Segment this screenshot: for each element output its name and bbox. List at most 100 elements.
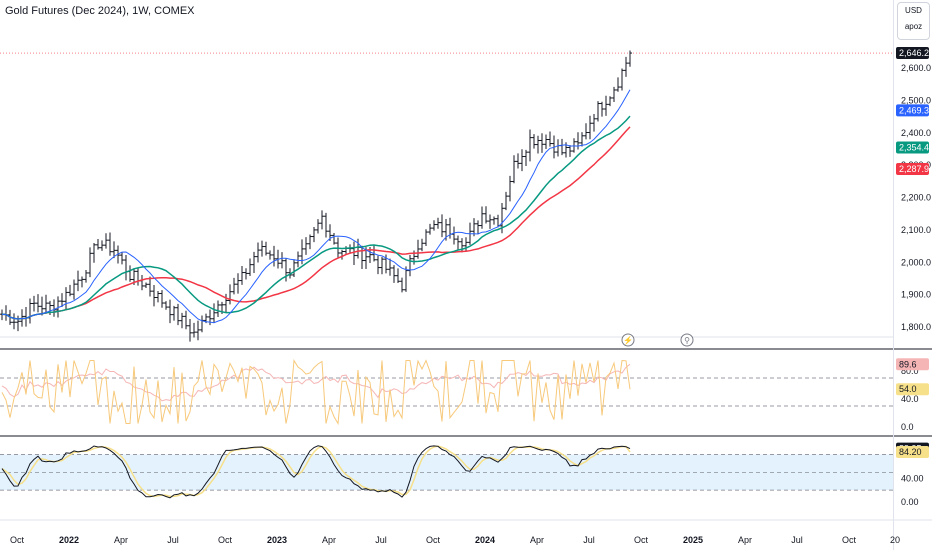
ohlc-bar[interactable] xyxy=(196,320,200,341)
ohlc-bar[interactable] xyxy=(540,133,544,153)
ohlc-bar[interactable] xyxy=(56,296,60,318)
ohlc-bar[interactable] xyxy=(424,229,428,247)
ohlc-bar[interactable] xyxy=(92,243,96,263)
ohlc-bar[interactable] xyxy=(144,282,148,289)
ohlc-bar[interactable] xyxy=(396,268,400,283)
ohlc-bar[interactable] xyxy=(120,252,124,265)
ohlc-bar[interactable] xyxy=(580,132,584,147)
currency-unit-button[interactable]: USD apoz xyxy=(897,2,930,40)
ohlc-bar[interactable] xyxy=(124,255,128,281)
ohlc-bar[interactable] xyxy=(624,56,628,77)
rsi-panel[interactable] xyxy=(0,358,893,426)
ohlc-bar[interactable] xyxy=(508,175,512,202)
ohlc-bar[interactable] xyxy=(620,68,624,91)
ohlc-bar[interactable] xyxy=(524,149,528,166)
ohlc-bar[interactable] xyxy=(428,223,432,235)
ohlc-bar[interactable] xyxy=(164,301,168,310)
ohlc-bar[interactable] xyxy=(280,252,284,269)
ohlc-bar[interactable] xyxy=(504,191,508,211)
ohlc-bar[interactable] xyxy=(548,131,552,147)
ohlc-bar[interactable] xyxy=(324,212,328,238)
ohlc-bar[interactable] xyxy=(320,210,324,230)
rsi-line-a[interactable] xyxy=(1,358,631,426)
ohlc-bar[interactable] xyxy=(628,50,632,67)
ohlc-bar[interactable] xyxy=(416,239,420,259)
ohlc-bar[interactable] xyxy=(240,265,244,285)
ohlc-bar[interactable] xyxy=(32,295,36,312)
ohlc-bar[interactable] xyxy=(252,251,256,273)
ohlc-bar[interactable] xyxy=(180,312,184,329)
ohlc-bar[interactable] xyxy=(112,241,116,259)
ohlc-bar[interactable] xyxy=(476,220,480,234)
ohlc-bar[interactable] xyxy=(492,216,496,225)
ohlc-bar[interactable] xyxy=(264,241,268,256)
ohlc-bar[interactable] xyxy=(160,290,164,308)
dividend-icon[interactable]: ⚡ xyxy=(621,333,635,347)
ohlc-bar[interactable] xyxy=(452,226,456,245)
rsi-line-b[interactable] xyxy=(1,363,631,402)
ohlc-bar[interactable] xyxy=(64,287,68,311)
time-axis[interactable]: Oct 2022 Apr Jul Oct 2023 Apr Jul Oct 2024 Apr Jul O… xyxy=(10,535,900,545)
ohlc-bar[interactable] xyxy=(228,284,232,305)
ohlc-bar[interactable] xyxy=(608,96,612,107)
ohlc-bar[interactable] xyxy=(88,247,92,278)
ohlc-bar[interactable] xyxy=(244,268,248,280)
ohlc-bar[interactable] xyxy=(588,115,592,140)
ohlc-bar[interactable] xyxy=(488,214,492,229)
ohlc-bar[interactable] xyxy=(480,206,484,229)
ohlc-bar[interactable] xyxy=(248,258,252,277)
ohlc-bar[interactable] xyxy=(232,277,236,295)
ohlc-bar[interactable] xyxy=(404,266,408,292)
price-axis[interactable]: 2,600.02,500.02,400.02,300.02,200.02,100… xyxy=(896,47,931,507)
earnings-icon[interactable]: ⚲ xyxy=(680,333,694,347)
ohlc-bar[interactable] xyxy=(360,245,364,269)
price-panel[interactable] xyxy=(0,50,893,342)
ohlc-bar[interactable] xyxy=(408,255,412,277)
ohlc-bar[interactable] xyxy=(68,284,72,297)
ohlc-bar[interactable] xyxy=(284,258,288,282)
stoch-k-line[interactable] xyxy=(1,445,631,499)
ohlc-bar[interactable] xyxy=(312,227,316,243)
ohlc-bar[interactable] xyxy=(272,245,276,267)
ohlc-bar[interactable] xyxy=(52,299,56,317)
ohlc-bar[interactable] xyxy=(200,315,204,333)
ohlc-bar[interactable] xyxy=(352,241,356,265)
ohlc-bar[interactable] xyxy=(28,298,32,324)
ohlc-bar[interactable] xyxy=(560,138,564,156)
ohlc-bar[interactable] xyxy=(400,277,404,293)
ohlc-bar[interactable] xyxy=(256,242,260,263)
ohlc-bar[interactable] xyxy=(192,322,196,338)
ohlc-bar[interactable] xyxy=(596,101,600,122)
ohlc-bar[interactable] xyxy=(544,134,548,150)
ohlc-bar[interactable] xyxy=(420,238,424,252)
ohlc-bar[interactable] xyxy=(432,220,436,231)
ohlc-bar[interactable] xyxy=(224,293,228,313)
ohlc-bar[interactable] xyxy=(568,145,572,157)
ohlc-bar[interactable] xyxy=(440,214,444,238)
ohlc-bar[interactable] xyxy=(96,239,100,250)
ohlc-bar[interactable] xyxy=(188,319,192,342)
ohlc-bar[interactable] xyxy=(456,235,460,250)
ohlc-bar[interactable] xyxy=(464,237,468,252)
ohlc-bar[interactable] xyxy=(136,267,140,286)
ohlc-bar[interactable] xyxy=(60,293,64,307)
ohlc-bar[interactable] xyxy=(108,232,112,256)
ohlc-bar[interactable] xyxy=(104,233,108,249)
ohlc-bar[interactable] xyxy=(212,303,216,323)
ohlc-bar[interactable] xyxy=(392,265,396,283)
ohlc-bar[interactable] xyxy=(12,313,16,330)
ohlc-bar[interactable] xyxy=(516,153,520,169)
ohlc-bar[interactable] xyxy=(76,270,80,292)
ohlc-bar[interactable] xyxy=(140,275,144,291)
ohlc-bar[interactable] xyxy=(268,250,272,260)
ohlc-bar[interactable] xyxy=(376,255,380,275)
ohlc-bar[interactable] xyxy=(344,246,348,254)
ohlc-bar[interactable] xyxy=(184,310,188,330)
ohlc-bar[interactable] xyxy=(616,77,620,92)
ohlc-bar[interactable] xyxy=(24,306,28,327)
ohlc-bar[interactable] xyxy=(172,305,176,321)
ohlc-bar[interactable] xyxy=(292,259,296,277)
ohlc-bar[interactable] xyxy=(176,303,180,326)
ohlc-bar[interactable] xyxy=(40,296,44,316)
